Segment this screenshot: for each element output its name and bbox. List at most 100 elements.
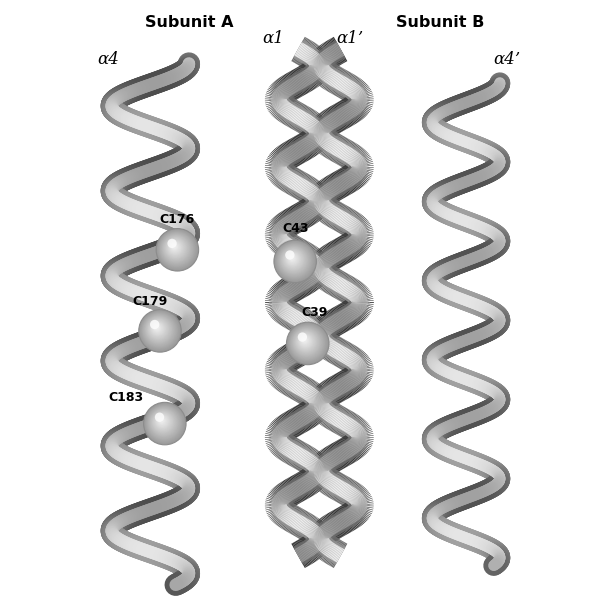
- Circle shape: [146, 404, 183, 442]
- Circle shape: [157, 415, 168, 427]
- Circle shape: [169, 241, 181, 254]
- Circle shape: [159, 418, 164, 423]
- Text: α1: α1: [262, 30, 284, 47]
- Circle shape: [276, 242, 313, 280]
- Circle shape: [141, 312, 178, 349]
- Circle shape: [281, 247, 307, 273]
- Circle shape: [142, 313, 178, 349]
- Circle shape: [287, 323, 328, 363]
- Circle shape: [143, 314, 175, 346]
- Circle shape: [139, 310, 181, 352]
- Circle shape: [155, 413, 170, 429]
- Circle shape: [143, 313, 176, 347]
- Circle shape: [145, 316, 173, 344]
- Circle shape: [159, 231, 195, 267]
- Circle shape: [295, 330, 317, 353]
- Circle shape: [142, 313, 177, 347]
- Circle shape: [302, 338, 307, 343]
- Circle shape: [301, 336, 310, 345]
- Text: C176: C176: [160, 212, 195, 226]
- Circle shape: [154, 413, 171, 430]
- Circle shape: [157, 229, 198, 270]
- Text: C179: C179: [133, 295, 168, 308]
- Circle shape: [150, 321, 166, 336]
- Text: α1’: α1’: [337, 30, 364, 47]
- Circle shape: [296, 332, 316, 351]
- Text: α4’: α4’: [493, 51, 520, 68]
- Circle shape: [156, 229, 199, 271]
- Circle shape: [145, 403, 185, 443]
- Circle shape: [277, 244, 312, 278]
- Circle shape: [154, 325, 160, 331]
- Circle shape: [292, 328, 322, 357]
- Circle shape: [288, 324, 327, 362]
- Circle shape: [157, 416, 166, 425]
- Circle shape: [172, 244, 177, 249]
- Circle shape: [289, 325, 325, 361]
- Circle shape: [151, 322, 164, 335]
- Circle shape: [163, 236, 189, 261]
- Circle shape: [288, 254, 297, 263]
- Circle shape: [277, 243, 313, 279]
- Circle shape: [290, 326, 323, 359]
- Circle shape: [298, 332, 307, 342]
- Circle shape: [274, 241, 316, 282]
- Text: Subunit A: Subunit A: [145, 14, 233, 29]
- Circle shape: [165, 238, 186, 258]
- Circle shape: [164, 236, 187, 260]
- Circle shape: [283, 248, 304, 271]
- Text: α4: α4: [97, 51, 119, 68]
- Circle shape: [291, 327, 322, 358]
- Circle shape: [287, 323, 328, 364]
- Circle shape: [286, 252, 300, 266]
- Circle shape: [289, 325, 326, 362]
- Circle shape: [158, 418, 165, 424]
- Circle shape: [164, 237, 187, 259]
- Circle shape: [280, 246, 308, 274]
- Circle shape: [163, 235, 190, 262]
- Circle shape: [156, 415, 169, 427]
- Circle shape: [275, 241, 315, 281]
- Circle shape: [278, 244, 311, 277]
- Circle shape: [296, 332, 314, 350]
- Circle shape: [154, 413, 172, 430]
- Circle shape: [149, 407, 179, 437]
- Circle shape: [170, 242, 180, 252]
- Circle shape: [170, 243, 178, 251]
- Circle shape: [148, 319, 169, 340]
- Circle shape: [144, 315, 173, 344]
- Circle shape: [152, 412, 173, 432]
- Circle shape: [145, 316, 172, 343]
- Circle shape: [280, 247, 307, 274]
- Circle shape: [286, 253, 299, 265]
- Circle shape: [151, 410, 176, 434]
- Circle shape: [289, 256, 295, 261]
- Circle shape: [274, 240, 316, 283]
- Circle shape: [297, 333, 314, 350]
- Circle shape: [291, 326, 323, 359]
- Text: C183: C183: [109, 391, 144, 404]
- Circle shape: [170, 242, 179, 251]
- Circle shape: [161, 233, 192, 264]
- Circle shape: [146, 317, 170, 341]
- Circle shape: [169, 241, 181, 253]
- Circle shape: [166, 238, 185, 257]
- Circle shape: [152, 410, 175, 434]
- Circle shape: [166, 239, 184, 257]
- Circle shape: [151, 409, 176, 435]
- Circle shape: [301, 337, 308, 344]
- Circle shape: [146, 405, 182, 441]
- Circle shape: [150, 409, 177, 436]
- Circle shape: [168, 241, 182, 254]
- Circle shape: [167, 239, 184, 256]
- Circle shape: [153, 412, 172, 431]
- Circle shape: [167, 239, 177, 248]
- Circle shape: [153, 324, 161, 332]
- Circle shape: [296, 331, 316, 352]
- Circle shape: [284, 250, 303, 269]
- Circle shape: [158, 230, 196, 269]
- Circle shape: [293, 329, 319, 355]
- Circle shape: [290, 325, 325, 360]
- Circle shape: [286, 322, 329, 365]
- Circle shape: [157, 416, 167, 426]
